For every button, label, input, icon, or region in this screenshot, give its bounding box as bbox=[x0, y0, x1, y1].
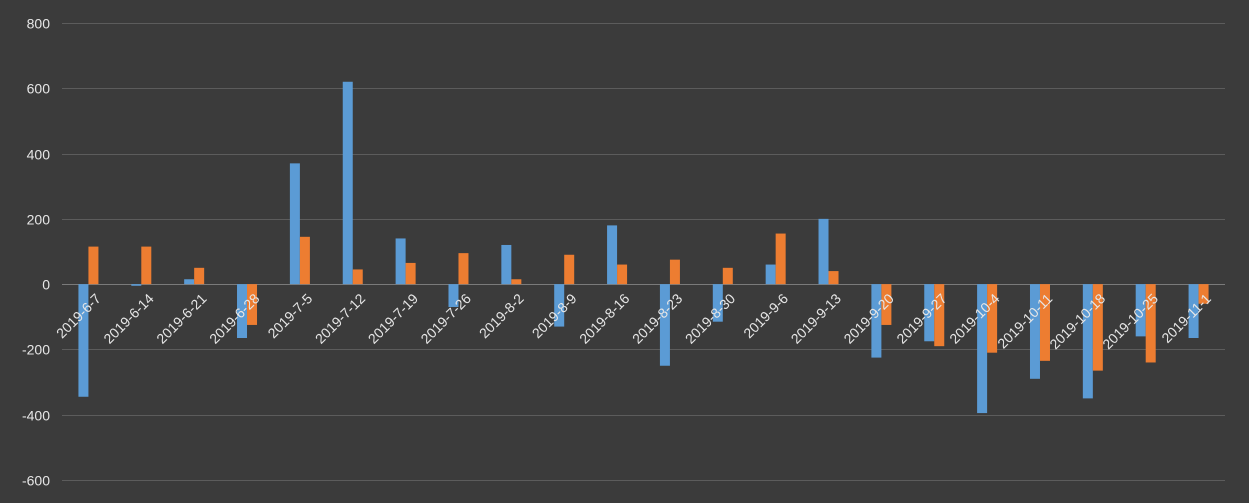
bar-series-2 bbox=[458, 253, 469, 285]
bar-series-2 bbox=[141, 246, 152, 285]
bar-series-1 bbox=[1029, 284, 1040, 379]
bar-series-1 bbox=[237, 284, 248, 338]
bar-series-2 bbox=[775, 233, 786, 285]
bar-series-2 bbox=[881, 284, 892, 325]
bars bbox=[78, 81, 1209, 414]
bar-series-2 bbox=[1039, 284, 1050, 361]
bar-series-2 bbox=[88, 246, 99, 285]
bar-series-1 bbox=[131, 284, 142, 286]
y-tick-label: 800 bbox=[27, 16, 51, 32]
bar-series-1 bbox=[184, 279, 195, 285]
y-tick-label: 600 bbox=[27, 81, 51, 97]
bar-series-1 bbox=[607, 225, 618, 285]
bar-series-2 bbox=[1145, 284, 1156, 363]
bar-series-1 bbox=[818, 218, 829, 285]
bar-series-2 bbox=[828, 271, 839, 285]
bar-series-2 bbox=[617, 264, 628, 285]
bar-series-2 bbox=[511, 279, 522, 285]
bar-series-2 bbox=[934, 284, 945, 347]
y-tick-label: -600 bbox=[22, 473, 50, 489]
bar-series-1 bbox=[78, 284, 89, 397]
bar-series-1 bbox=[765, 264, 776, 285]
bar-series-1 bbox=[712, 284, 723, 322]
y-tick-label: -400 bbox=[22, 408, 50, 424]
bar-series-1 bbox=[342, 81, 353, 285]
bar-series-1 bbox=[395, 238, 406, 285]
bar-series-2 bbox=[299, 236, 310, 285]
bar-series-1 bbox=[1135, 284, 1146, 337]
bar-series-2 bbox=[194, 267, 205, 285]
y-tick-label: 200 bbox=[27, 212, 51, 228]
bar-series-2 bbox=[247, 284, 258, 325]
bar-series-2 bbox=[405, 262, 416, 285]
y-tick-label: 400 bbox=[27, 147, 51, 163]
bar-series-2 bbox=[1198, 284, 1209, 304]
bar-series-2 bbox=[987, 284, 998, 353]
bar-series-1 bbox=[289, 163, 300, 285]
y-axis-tick-labels: -600 -400 -200 0 200 400 600 800 bbox=[22, 16, 50, 489]
bar-series-1 bbox=[924, 284, 935, 342]
bar-series-2 bbox=[722, 267, 733, 285]
bar-series-2 bbox=[1092, 284, 1103, 371]
bar-series-1 bbox=[871, 284, 882, 358]
bar-series-1 bbox=[659, 284, 670, 366]
bar-series-2 bbox=[352, 269, 363, 285]
bar-series-1 bbox=[977, 284, 988, 414]
y-tick-label: -200 bbox=[22, 342, 50, 358]
bar-series-1 bbox=[1188, 284, 1199, 338]
y-tick-label: 0 bbox=[42, 277, 50, 293]
bar-series-2 bbox=[564, 254, 575, 285]
bar-series-2 bbox=[669, 259, 680, 285]
bar-series-1 bbox=[554, 284, 565, 327]
bar-series-1 bbox=[501, 244, 512, 285]
bar-series-1 bbox=[1082, 284, 1093, 399]
bar-series-1 bbox=[448, 284, 459, 307]
